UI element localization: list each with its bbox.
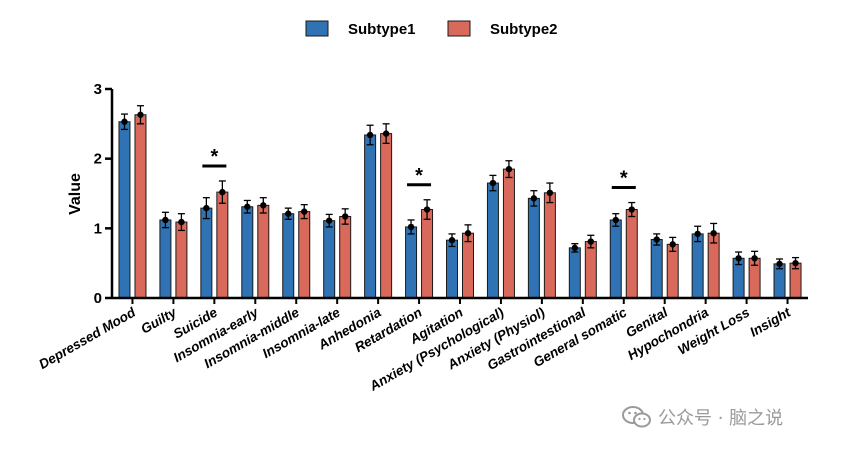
mean-point: [669, 241, 676, 248]
bar: [486, 182, 499, 299]
bar: [200, 207, 213, 299]
bar: [241, 206, 254, 299]
y-tick-label: 1: [94, 220, 102, 237]
bar: [691, 233, 704, 299]
mean-point: [325, 217, 333, 224]
significance-star: *: [415, 165, 423, 187]
mean-point: [751, 255, 758, 262]
bar: [446, 239, 458, 299]
mean-point: [423, 206, 431, 213]
mean-point: [162, 216, 169, 224]
y-tick-label: 2: [94, 151, 102, 168]
mean-point: [178, 218, 185, 226]
bar: [568, 247, 581, 299]
bar: [175, 221, 188, 299]
bar: [257, 204, 270, 299]
mean-point: [489, 179, 497, 187]
legend-swatch: [447, 20, 471, 37]
bar: [405, 226, 418, 299]
mean-point: [244, 203, 251, 210]
bar: [421, 209, 434, 299]
x-axis: Depressed Mood GuiltySuicideInsomnia-earl…: [36, 296, 808, 394]
y-tick-label: 3: [94, 81, 102, 98]
bar: [282, 213, 295, 299]
mean-point: [285, 210, 292, 217]
bar: [543, 192, 556, 299]
mean-point: [628, 206, 635, 213]
significance-markers: * * *: [202, 146, 636, 190]
bar: [666, 243, 679, 299]
significance-star: *: [620, 168, 628, 190]
mean-point: [341, 213, 349, 220]
bar: [625, 209, 638, 299]
legend-item: Subtype1: [305, 20, 416, 38]
legend-label: Subtype2: [490, 21, 558, 38]
legend-swatch: [305, 20, 329, 37]
mean-point: [710, 230, 717, 237]
mean-point: [587, 238, 595, 245]
x-tick-label: Insight: [747, 304, 793, 339]
y-tick-label: 0: [94, 290, 102, 307]
bar: [134, 114, 147, 299]
legend: Subtype1 Subtype2: [305, 20, 558, 38]
bars: [118, 105, 802, 299]
mean-point: [382, 130, 390, 137]
mean-point: [546, 189, 554, 197]
mean-point: [121, 118, 128, 125]
bar: [216, 191, 229, 299]
bar: [298, 211, 311, 299]
mean-point: [653, 236, 660, 243]
mean-point: [464, 230, 472, 237]
mean-point: [776, 260, 783, 268]
legend-label: Subtype1: [348, 21, 416, 38]
bar: [159, 219, 172, 299]
mean-point: [203, 204, 210, 212]
mean-point: [448, 236, 456, 244]
significance-star: *: [210, 146, 218, 168]
wechat-icon: [622, 406, 651, 428]
bar: [527, 197, 540, 299]
mean-point: [505, 165, 513, 173]
mean-point: [137, 111, 144, 118]
bar: [380, 133, 393, 299]
mean-point: [407, 223, 415, 231]
bar: [323, 220, 336, 299]
bar: [502, 168, 515, 299]
mean-point: [219, 188, 226, 196]
mean-point: [735, 255, 742, 262]
mean-point: [301, 208, 308, 215]
mean-point: [612, 216, 619, 224]
mean-point: [694, 230, 701, 238]
mean-point: [366, 131, 374, 139]
mean-point: [792, 259, 799, 267]
y-axis: 0 1 2 3: [94, 81, 114, 307]
bar: [462, 232, 474, 299]
bar: [650, 238, 663, 299]
bar: [118, 121, 131, 299]
mean-point: [260, 202, 267, 209]
bar: [364, 134, 377, 299]
mean-point: [530, 195, 538, 202]
mean-point: [571, 244, 579, 252]
legend-item: Subtype2: [447, 20, 558, 38]
x-tick-label: Depressed Mood: [36, 304, 138, 372]
bar: [584, 241, 597, 299]
y-axis-label: Value: [67, 173, 84, 215]
bar: [609, 219, 622, 299]
watermark: 公众号 · 脑之说: [622, 404, 783, 430]
watermark-text: 公众号 · 脑之说: [658, 408, 784, 429]
bar: [339, 215, 352, 299]
